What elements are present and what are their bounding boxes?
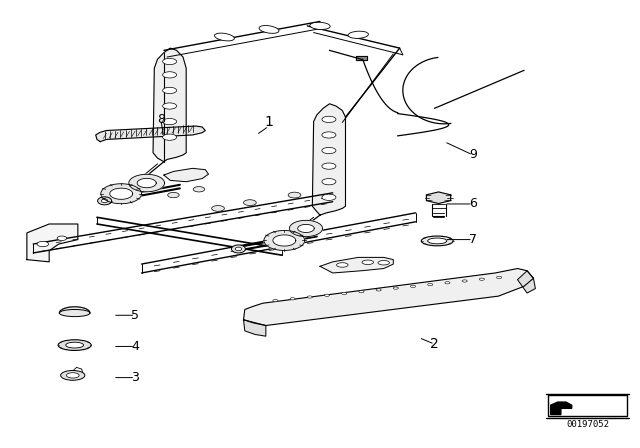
Polygon shape: [129, 174, 164, 192]
Ellipse shape: [322, 179, 336, 185]
Ellipse shape: [322, 147, 336, 154]
Polygon shape: [164, 168, 209, 182]
Ellipse shape: [163, 72, 177, 78]
Ellipse shape: [236, 247, 242, 251]
Ellipse shape: [445, 282, 450, 284]
Ellipse shape: [163, 118, 177, 125]
Polygon shape: [27, 224, 78, 262]
Text: 2: 2: [430, 337, 439, 351]
Polygon shape: [550, 402, 572, 414]
Ellipse shape: [421, 236, 453, 246]
Ellipse shape: [376, 289, 381, 291]
Ellipse shape: [428, 238, 447, 244]
Ellipse shape: [322, 132, 336, 138]
Ellipse shape: [324, 294, 330, 296]
Ellipse shape: [37, 241, 49, 247]
Ellipse shape: [214, 33, 234, 41]
Ellipse shape: [61, 370, 85, 380]
Polygon shape: [137, 178, 156, 188]
Text: 6: 6: [469, 198, 477, 211]
Ellipse shape: [232, 245, 246, 253]
Ellipse shape: [410, 285, 415, 288]
Ellipse shape: [479, 278, 484, 280]
Polygon shape: [518, 271, 536, 293]
Text: 3: 3: [131, 371, 139, 384]
Ellipse shape: [57, 236, 67, 241]
Text: 5: 5: [131, 309, 140, 322]
Polygon shape: [356, 56, 367, 60]
Text: 9: 9: [469, 148, 477, 161]
Ellipse shape: [322, 194, 336, 200]
Ellipse shape: [342, 293, 347, 295]
Ellipse shape: [101, 199, 108, 202]
Ellipse shape: [244, 200, 256, 206]
Text: 00197052: 00197052: [566, 420, 609, 429]
Polygon shape: [320, 258, 394, 273]
Ellipse shape: [163, 103, 177, 109]
Text: 1: 1: [264, 115, 273, 129]
Ellipse shape: [163, 58, 177, 65]
Text: 4: 4: [131, 340, 139, 353]
Ellipse shape: [98, 197, 111, 205]
Ellipse shape: [193, 187, 205, 192]
Text: 7: 7: [469, 233, 477, 246]
Ellipse shape: [429, 194, 447, 202]
Ellipse shape: [58, 340, 92, 350]
Text: 8: 8: [157, 113, 164, 126]
Polygon shape: [153, 48, 186, 162]
Ellipse shape: [66, 342, 84, 348]
Ellipse shape: [168, 192, 179, 198]
Ellipse shape: [288, 192, 301, 198]
Polygon shape: [273, 235, 296, 246]
Polygon shape: [109, 188, 132, 199]
Polygon shape: [60, 307, 90, 313]
Polygon shape: [298, 224, 314, 233]
Ellipse shape: [359, 291, 364, 293]
Ellipse shape: [337, 263, 348, 267]
Ellipse shape: [322, 163, 336, 169]
Ellipse shape: [60, 310, 90, 317]
Polygon shape: [264, 231, 305, 250]
Ellipse shape: [378, 260, 390, 265]
Bar: [548, 395, 627, 416]
Ellipse shape: [322, 116, 336, 122]
Ellipse shape: [259, 26, 279, 33]
Ellipse shape: [163, 87, 177, 94]
Ellipse shape: [163, 134, 177, 140]
Ellipse shape: [348, 31, 369, 39]
Ellipse shape: [67, 373, 79, 378]
Ellipse shape: [428, 284, 433, 286]
Ellipse shape: [273, 299, 278, 302]
Ellipse shape: [212, 206, 225, 211]
Ellipse shape: [462, 280, 467, 282]
Polygon shape: [426, 192, 451, 203]
Polygon shape: [96, 126, 205, 142]
Ellipse shape: [394, 287, 398, 289]
Ellipse shape: [290, 297, 295, 300]
Polygon shape: [244, 268, 534, 326]
Polygon shape: [289, 220, 323, 237]
Ellipse shape: [362, 260, 374, 264]
Ellipse shape: [497, 276, 502, 279]
Polygon shape: [244, 320, 266, 336]
Polygon shape: [101, 184, 141, 204]
Ellipse shape: [307, 296, 312, 298]
Ellipse shape: [310, 22, 330, 30]
Polygon shape: [312, 104, 346, 215]
